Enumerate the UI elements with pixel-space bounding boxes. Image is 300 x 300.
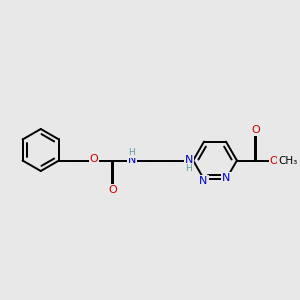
Text: O: O <box>251 125 260 135</box>
Text: O: O <box>90 154 98 164</box>
Text: N: N <box>184 155 193 165</box>
Text: N: N <box>128 155 136 165</box>
Text: H: H <box>185 164 192 173</box>
Text: N: N <box>222 173 231 183</box>
Text: H: H <box>128 148 135 157</box>
Text: O: O <box>109 185 117 195</box>
Text: O: O <box>270 155 278 166</box>
Text: CH₃: CH₃ <box>278 155 298 166</box>
Text: N: N <box>199 176 208 186</box>
